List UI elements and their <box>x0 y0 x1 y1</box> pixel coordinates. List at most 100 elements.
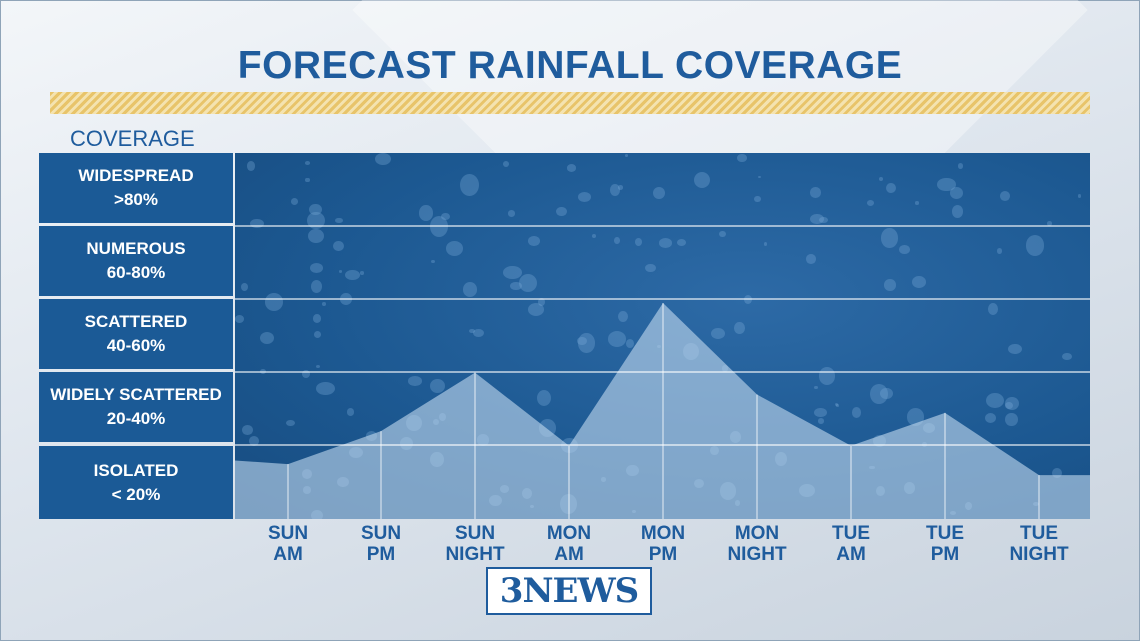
x-tick-label: SUN AM <box>228 523 348 565</box>
category-isolated: ISOLATED < 20% <box>39 446 233 519</box>
raindrop-texture <box>309 203 322 216</box>
raindrop-texture <box>899 244 910 254</box>
raindrop-texture <box>881 228 898 248</box>
category-name: SCATTERED <box>84 312 188 331</box>
raindrop-texture <box>1008 344 1022 355</box>
x-tick-label-line: SUN <box>454 523 496 544</box>
raindrop-texture <box>985 412 997 424</box>
x-tick-label-line: MON <box>546 523 592 544</box>
category-range: 60-80% <box>106 263 166 282</box>
x-tick-label: SUN PM <box>321 523 441 565</box>
raindrop-texture <box>613 236 620 244</box>
x-tick-label-line: AM <box>836 544 866 565</box>
raindrop-texture <box>503 266 522 280</box>
category-widespread: WIDESPREAD >80% <box>39 153 233 223</box>
raindrop-texture <box>360 271 365 275</box>
raindrop-texture <box>527 303 544 316</box>
raindrop-texture <box>316 382 336 396</box>
raindrop-texture <box>878 177 884 182</box>
raindrop-texture <box>885 183 896 194</box>
raindrop-texture <box>610 184 621 196</box>
raindrop-texture <box>912 275 927 288</box>
x-tick-label: MON AM <box>509 523 629 565</box>
raindrop-texture <box>286 419 295 426</box>
raindrop-texture <box>1005 401 1013 409</box>
raindrop-texture <box>321 301 327 306</box>
x-tick-label: MON NIGHT <box>697 523 817 565</box>
raindrop-texture <box>247 161 255 171</box>
raindrop-texture <box>711 328 726 340</box>
x-tick-label-line: AM <box>554 544 584 565</box>
x-tick-label-line: MON <box>640 523 686 544</box>
x-tick-label-line: TUE <box>926 523 964 544</box>
category-name: WIDESPREAD <box>78 166 194 185</box>
raindrop-texture <box>1061 352 1072 361</box>
raindrop-texture <box>591 233 597 239</box>
title-stripe <box>50 92 1090 114</box>
raindrop-texture <box>291 197 299 205</box>
raindrop-texture <box>459 173 479 196</box>
raindrop-texture <box>949 186 963 199</box>
category-numerous: NUMEROUS 60-80% <box>39 226 233 296</box>
raindrop-texture <box>737 154 747 163</box>
raindrop-texture <box>985 392 1004 409</box>
raindrop-texture <box>884 279 896 291</box>
raindrop-texture <box>1077 194 1082 199</box>
raindrop-texture <box>870 383 889 404</box>
x-tick-label-line: NIGHT <box>1009 544 1069 565</box>
raindrop-texture <box>310 279 323 294</box>
raindrop-texture <box>305 177 310 183</box>
category-name: WIDELY SCATTERED <box>50 385 222 404</box>
raindrop-texture <box>814 407 827 418</box>
rainfall-chart <box>235 225 1090 519</box>
raindrop-texture <box>250 218 264 229</box>
category-name: ISOLATED <box>93 460 179 480</box>
raindrop-texture <box>1047 221 1053 226</box>
x-tick-label-line: MON <box>734 523 780 544</box>
raindrop-texture <box>576 336 588 346</box>
raindrop-texture <box>578 333 595 353</box>
raindrop-texture <box>345 270 360 281</box>
raindrop-texture <box>1051 467 1062 479</box>
category-range: >80% <box>114 190 158 209</box>
x-tick-label: TUE NIGHT <box>979 523 1099 565</box>
raindrop-texture <box>507 210 516 217</box>
raindrop-texture <box>556 206 567 217</box>
x-tick-label-line: TUE <box>832 523 870 544</box>
raindrop-texture <box>635 237 642 246</box>
raindrop-texture <box>310 262 323 273</box>
raindrop-texture <box>764 242 768 246</box>
x-tick-label-line: TUE <box>1020 523 1058 544</box>
raindrop-texture <box>744 295 753 305</box>
raindrop-texture <box>419 205 433 221</box>
raindrop-texture <box>445 240 463 256</box>
raindrop-texture <box>694 171 711 189</box>
raindrop-texture <box>469 328 475 334</box>
raindrop-texture <box>333 240 344 252</box>
raindrop-texture <box>430 379 446 393</box>
raindrop-texture <box>307 211 325 229</box>
raindrop-texture <box>240 282 249 292</box>
raindrop-texture <box>441 212 450 221</box>
chart-title: FORECAST RAINFALL COVERAGE <box>237 44 903 87</box>
raindrop-texture <box>958 163 964 169</box>
x-tick-label-line: SUN <box>360 523 402 544</box>
x-tick-label-line: PM <box>366 544 396 565</box>
raindrop-texture <box>937 177 956 192</box>
raindrop-texture <box>851 407 861 418</box>
raindrop-texture <box>836 404 840 407</box>
raindrop-texture <box>538 298 545 307</box>
category-range: 20-40% <box>106 409 166 428</box>
raindrop-texture <box>577 192 591 202</box>
raindrop-texture <box>758 175 762 179</box>
raindrop-texture <box>242 425 253 435</box>
raindrop-texture <box>472 328 484 337</box>
x-tick-label-line: AM <box>273 544 303 565</box>
category-range: 40-60% <box>106 336 166 355</box>
raindrop-texture <box>430 259 435 264</box>
raindrop-texture <box>880 388 893 400</box>
raindrop-texture <box>510 281 522 291</box>
raindrop-texture <box>988 302 999 315</box>
raindrop-texture <box>315 365 320 369</box>
raindrop-texture <box>1005 397 1020 410</box>
